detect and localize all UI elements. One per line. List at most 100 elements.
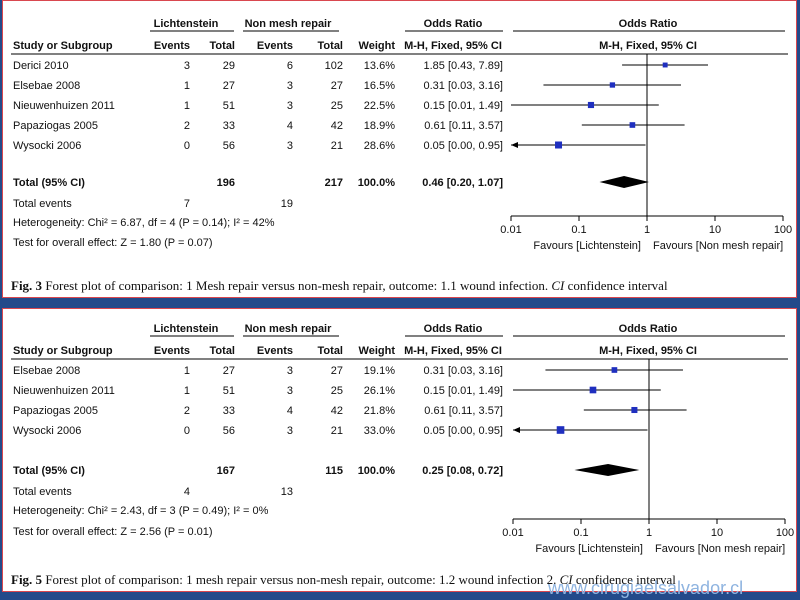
forest-plot-fig5: Lichtenstein Non mesh repair Odds Ratio Odd… bbox=[11, 323, 794, 555]
column-header-events: Events bbox=[154, 40, 190, 52]
study-point-estimate bbox=[611, 367, 618, 373]
total-or-ci: 0.46 [0.20, 1.07] bbox=[422, 177, 503, 189]
study-weight: 21.8% bbox=[364, 405, 395, 417]
x-axis-tick-label: 100 bbox=[776, 527, 794, 539]
study-name: Wysocki 2006 bbox=[13, 140, 81, 152]
forest-plot-panel-fig3: Lichtenstein Non mesh repair Odds Ratio Odd… bbox=[2, 0, 797, 298]
effect-header-odds-ratio: Odds Ratio bbox=[424, 323, 483, 335]
total-weight: 100.0% bbox=[358, 177, 396, 189]
heterogeneity-text: Heterogeneity: Chi² = 2.43, df = 3 (P = … bbox=[13, 505, 269, 517]
pooled-estimate-diamond bbox=[574, 464, 640, 476]
study-total-non-mesh: 27 bbox=[331, 80, 343, 92]
column-header-events: Events bbox=[257, 345, 293, 357]
column-header-events: Events bbox=[257, 40, 293, 52]
study-weight: 18.9% bbox=[364, 120, 395, 132]
overall-effect-text: Test for overall effect: Z = 1.80 (P = 0… bbox=[13, 237, 213, 249]
caption-tail: confidence interval bbox=[575, 572, 676, 587]
study-or-ci: 0.31 [0.03, 3.16] bbox=[423, 365, 503, 377]
study-events-lichtenstein: 0 bbox=[184, 425, 190, 437]
column-header-total: Total bbox=[318, 40, 343, 52]
total-events-non-mesh: 19 bbox=[281, 198, 293, 210]
figure-caption-fig3: Fig. 3 Forest plot of comparison: 1 Mesh… bbox=[11, 278, 791, 294]
total-weight: 100.0% bbox=[358, 465, 396, 477]
column-header-study: Study or Subgroup bbox=[13, 40, 113, 52]
study-name: Papaziogas 2005 bbox=[13, 405, 98, 417]
study-name: Nieuwenhuizen 2011 bbox=[13, 385, 115, 397]
x-axis-tick-label: 1 bbox=[646, 527, 652, 539]
favours-left-label: Favours [Lichtenstein] bbox=[535, 543, 643, 555]
ci-truncation-arrow bbox=[513, 427, 520, 433]
study-total-lichtenstein: 56 bbox=[223, 140, 235, 152]
column-header-total: Total bbox=[210, 345, 235, 357]
group-label-lichtenstein: Lichtenstein bbox=[154, 323, 219, 335]
study-weight: 28.6% bbox=[364, 140, 395, 152]
x-axis-tick-label: 0.1 bbox=[573, 527, 588, 539]
watermark-url: www.cirugiaelsalvador.cl bbox=[548, 578, 744, 598]
study-total-non-mesh: 102 bbox=[325, 60, 343, 72]
effect-header-odds-ratio: Odds Ratio bbox=[424, 18, 483, 30]
forest-plot-fig3: Lichtenstein Non mesh repair Odds Ratio Odd… bbox=[11, 18, 792, 252]
study-point-estimate bbox=[629, 122, 636, 128]
caption-ci: CI bbox=[559, 572, 573, 587]
study-or-ci: 0.05 [0.00, 0.95] bbox=[423, 425, 503, 437]
total-events-lichtenstein: 4 bbox=[184, 486, 190, 498]
study-total-lichtenstein: 29 bbox=[223, 60, 235, 72]
x-axis-tick-label: 100 bbox=[774, 224, 792, 236]
study-point-estimate bbox=[609, 82, 616, 88]
study-events-lichtenstein: 0 bbox=[184, 140, 190, 152]
plot-header-odds-ratio: Odds Ratio bbox=[619, 323, 678, 335]
total-events-label: Total events bbox=[13, 198, 72, 210]
study-name: Elsebae 2008 bbox=[13, 365, 80, 377]
column-header-ci: M-H, Fixed, 95% CI bbox=[404, 40, 502, 52]
caption-text: Forest plot of comparison: 1 mesh repair… bbox=[45, 572, 557, 587]
overall-effect-text: Test for overall effect: Z = 2.56 (P = 0… bbox=[13, 526, 213, 538]
study-events-non-mesh: 3 bbox=[287, 385, 293, 397]
study-total-non-mesh: 21 bbox=[331, 140, 343, 152]
study-events-lichtenstein: 2 bbox=[184, 405, 190, 417]
study-events-non-mesh: 3 bbox=[287, 140, 293, 152]
study-total-lichtenstein: 51 bbox=[223, 385, 235, 397]
study-events-lichtenstein: 2 bbox=[184, 120, 190, 132]
caption-ci: CI bbox=[551, 278, 565, 293]
study-point-estimate bbox=[662, 62, 668, 68]
study-total-non-mesh: 25 bbox=[331, 385, 343, 397]
total-n-non-mesh: 217 bbox=[325, 177, 343, 189]
total-label: Total (95% CI) bbox=[13, 177, 85, 189]
study-total-lichtenstein: 33 bbox=[223, 120, 235, 132]
x-axis-tick-label: 0.1 bbox=[571, 224, 586, 236]
total-or-ci: 0.25 [0.08, 0.72] bbox=[422, 465, 503, 477]
study-total-lichtenstein: 27 bbox=[223, 365, 235, 377]
ci-truncation-arrow bbox=[511, 142, 518, 148]
x-axis-tick-label: 10 bbox=[711, 527, 723, 539]
total-n-non-mesh: 115 bbox=[325, 465, 343, 477]
total-label: Total (95% CI) bbox=[13, 465, 85, 477]
total-events-lichtenstein: 7 bbox=[184, 198, 190, 210]
study-name: Elsebae 2008 bbox=[13, 80, 80, 92]
study-point-estimate bbox=[589, 386, 597, 394]
study-or-ci: 0.15 [0.01, 1.49] bbox=[423, 385, 503, 397]
study-weight: 22.5% bbox=[364, 100, 395, 112]
column-header-ci: M-H, Fixed, 95% CI bbox=[404, 345, 502, 357]
study-or-ci: 0.61 [0.11, 3.57] bbox=[424, 120, 503, 132]
x-axis-tick-label: 1 bbox=[644, 224, 650, 236]
study-events-non-mesh: 3 bbox=[287, 80, 293, 92]
forest-plot-panel-fig5: Lichtenstein Non mesh repair Odds Ratio Odd… bbox=[2, 308, 797, 592]
study-total-lichtenstein: 33 bbox=[223, 405, 235, 417]
study-events-non-mesh: 4 bbox=[287, 405, 293, 417]
study-total-non-mesh: 42 bbox=[331, 120, 343, 132]
study-name: Papaziogas 2005 bbox=[13, 120, 98, 132]
study-name: Derici 2010 bbox=[13, 60, 69, 72]
study-total-lichtenstein: 27 bbox=[223, 80, 235, 92]
favours-right-label: Favours [Non mesh repair] bbox=[653, 240, 783, 252]
study-events-non-mesh: 3 bbox=[287, 425, 293, 437]
group-label-non-mesh-repair: Non mesh repair bbox=[245, 323, 333, 335]
total-events-label: Total events bbox=[13, 486, 72, 498]
study-total-lichtenstein: 51 bbox=[223, 100, 235, 112]
study-events-non-mesh: 4 bbox=[287, 120, 293, 132]
study-events-non-mesh: 6 bbox=[287, 60, 293, 72]
pooled-estimate-diamond bbox=[599, 176, 649, 188]
study-weight: 13.6% bbox=[364, 60, 395, 72]
study-total-non-mesh: 21 bbox=[331, 425, 343, 437]
caption-fig-number: Fig. 3 bbox=[11, 278, 43, 293]
study-events-non-mesh: 3 bbox=[287, 365, 293, 377]
